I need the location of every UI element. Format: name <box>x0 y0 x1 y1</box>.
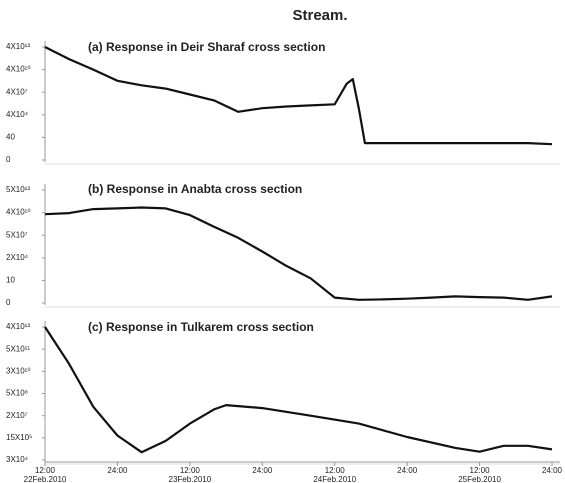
y-tick-label: 4X10¹³ <box>6 322 30 331</box>
x-tick-label: 12:00 <box>180 466 201 475</box>
y-tick-label: 4X10¹⁰ <box>6 65 31 74</box>
y-tick-label: 3X10⁴ <box>6 455 29 464</box>
y-tick-label: 4X10⁷ <box>6 87 28 96</box>
x-tick-label: 24:00 <box>542 466 563 475</box>
y-tick-label: 0 <box>6 298 11 307</box>
y-tick-label: 10 <box>6 276 15 285</box>
x-date-label: 24Feb.2010 <box>313 475 356 483</box>
x-date-label: 23Feb.2010 <box>169 475 212 483</box>
x-date-label: 25Feb.2010 <box>458 475 501 483</box>
x-tick-label: 12:00 <box>35 466 56 475</box>
y-tick-label: 5X10¹³ <box>6 185 30 194</box>
y-tick-label: 4X10¹⁰ <box>6 208 31 217</box>
y-tick-label: 5X10⁷ <box>6 230 28 239</box>
response-line <box>44 326 553 454</box>
panel-title: (c) Response in Tulkarem cross section <box>88 320 314 334</box>
y-tick-label: 0 <box>6 155 11 164</box>
response-line <box>44 206 553 301</box>
x-tick-label: 24:00 <box>397 466 418 475</box>
x-date-label: 22Feb.2010 <box>24 475 67 483</box>
heading: Stream. <box>292 7 347 24</box>
y-tick-label: 4X10⁴ <box>6 110 29 119</box>
x-tick-label: 12:00 <box>325 466 346 475</box>
y-tick-label: 2X10⁴ <box>6 253 29 262</box>
y-tick-label: 5X10¹¹ <box>6 344 30 353</box>
y-tick-label: 3X10¹⁰ <box>6 366 31 375</box>
panel-title: (a) Response in Deir Sharaf cross sectio… <box>88 40 325 54</box>
response-line <box>44 46 553 146</box>
x-tick-label: 12:00 <box>470 466 491 475</box>
x-tick-label: 24:00 <box>252 466 273 475</box>
y-tick-label: 4X10¹³ <box>6 42 30 51</box>
panel-title: (b) Response in Anabta cross section <box>88 182 302 196</box>
y-tick-label: 2X10⁷ <box>6 411 28 420</box>
y-tick-label: 5X10⁸ <box>6 389 28 398</box>
y-tick-label: 15X10⁵ <box>6 433 32 442</box>
y-tick-label: 40 <box>6 133 15 142</box>
x-tick-label: 24:00 <box>107 466 128 475</box>
